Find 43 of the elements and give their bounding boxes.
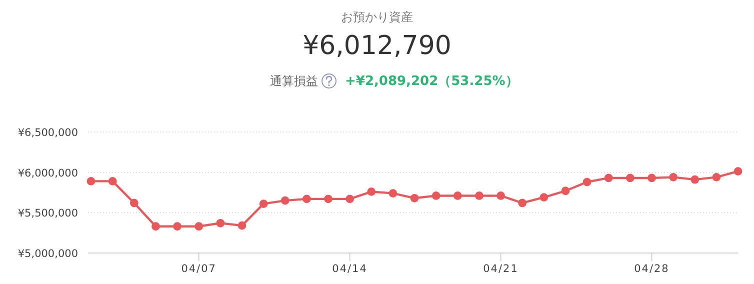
- point: [346, 194, 354, 204]
- y-tick-label: ¥6,000,000: [18, 167, 78, 180]
- point: [86, 177, 96, 186]
- x-tick-label: 04/28: [634, 263, 670, 275]
- x-tick-label: 04/07: [181, 263, 216, 275]
- x-tick-label: 04/21: [483, 263, 518, 275]
- point: [669, 172, 678, 182]
- point: [302, 194, 311, 204]
- point: [648, 174, 656, 182]
- x-tick-label: 04/14: [332, 263, 368, 275]
- chart-subtitle: ¥6,012,790: [302, 31, 452, 61]
- point: [216, 218, 225, 228]
- point: [604, 174, 613, 182]
- point: [540, 193, 548, 202]
- point: [432, 192, 440, 200]
- y-tick-label: ¥5,000,000: [18, 248, 78, 260]
- text: +¥2,089,202（53.25%）: [345, 74, 518, 89]
- point: [561, 186, 570, 196]
- point: [690, 175, 700, 184]
- point: [453, 192, 462, 200]
- point: [108, 177, 117, 186]
- point: [238, 221, 246, 230]
- point: [152, 222, 160, 231]
- point: [712, 172, 721, 182]
- point: [496, 192, 505, 200]
- point: [367, 187, 376, 196]
- point: [410, 194, 419, 202]
- chart-title: お預かり資産: [341, 10, 413, 24]
- y-tick-label: ¥5,500,000: [18, 208, 78, 220]
- y-tick-label: ¥6,500,000: [18, 127, 78, 139]
- point: [388, 189, 398, 198]
- point: [173, 222, 182, 231]
- point: [130, 198, 138, 208]
- point: [280, 196, 290, 205]
- point: [518, 198, 527, 208]
- point: [626, 174, 634, 182]
- point: [259, 200, 268, 208]
- point: [582, 178, 592, 186]
- text: 通算損益: [270, 74, 318, 88]
- point: [475, 192, 484, 200]
- point: [324, 194, 332, 204]
- point: [734, 167, 742, 176]
- point: [194, 222, 204, 231]
